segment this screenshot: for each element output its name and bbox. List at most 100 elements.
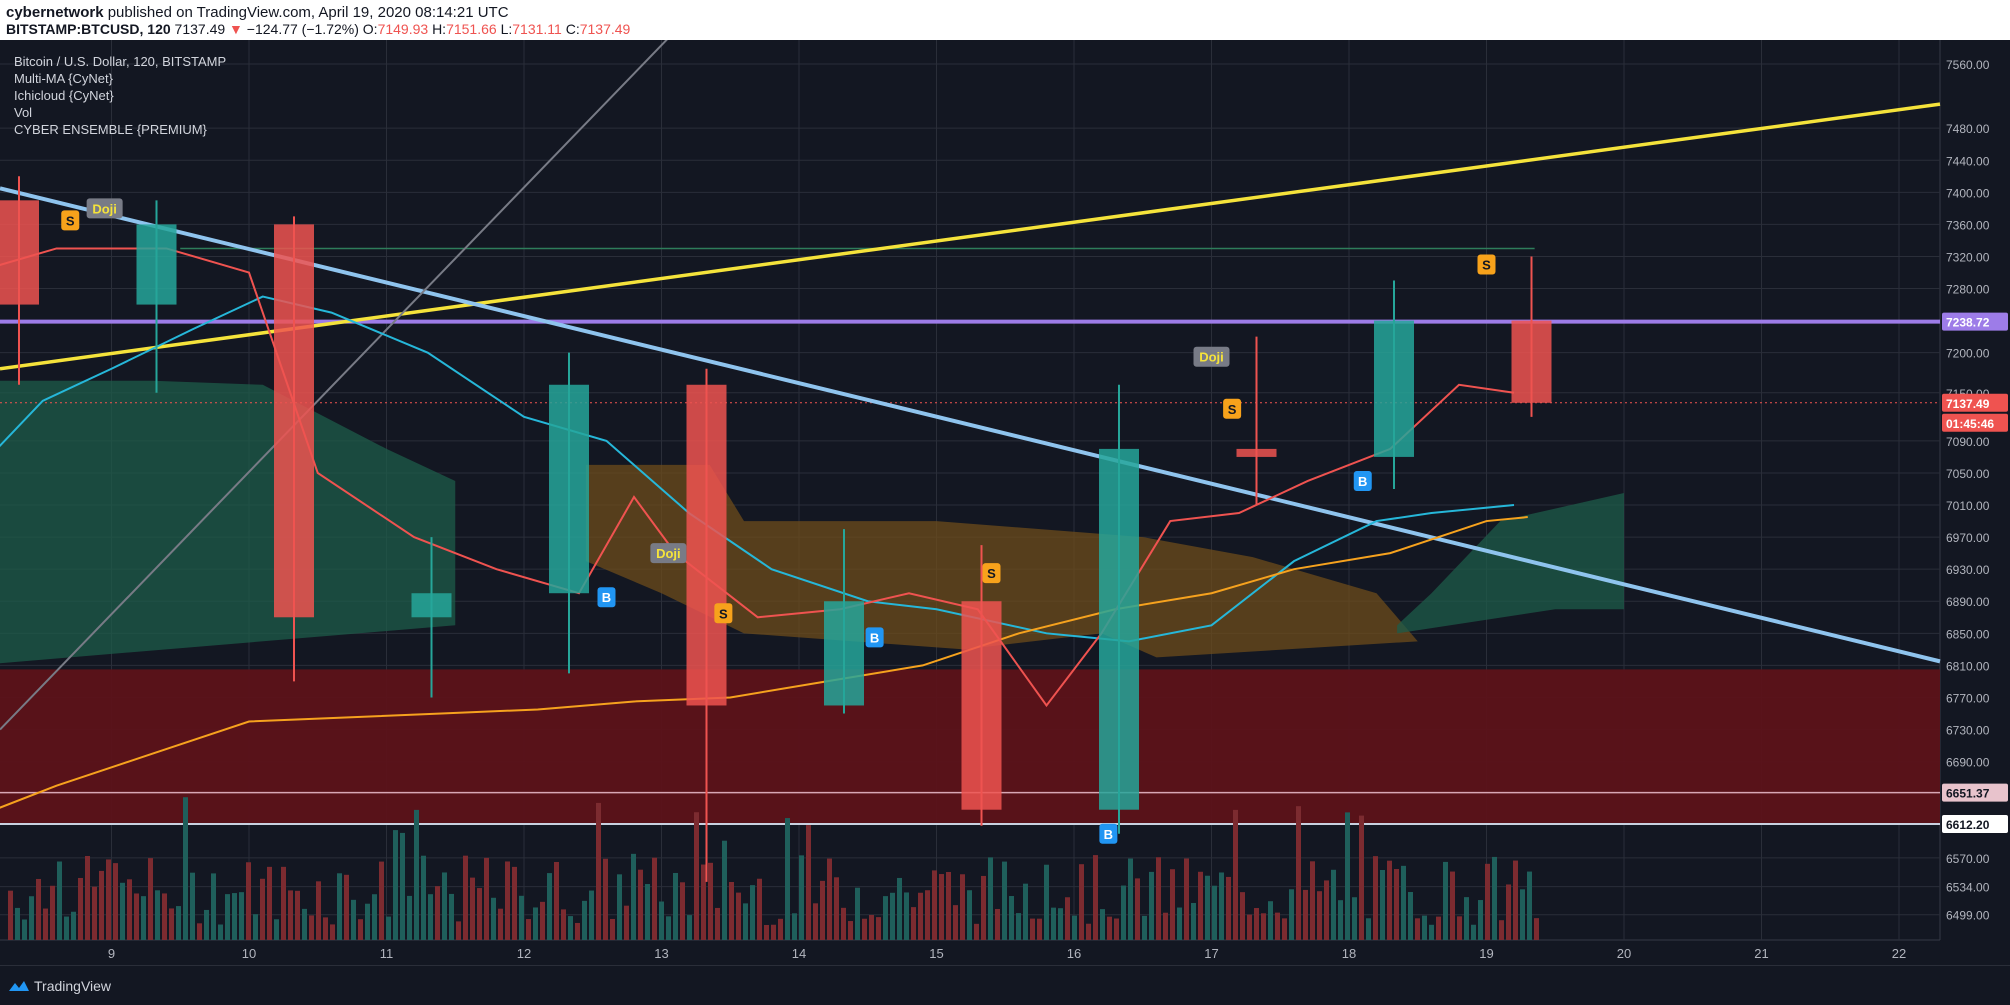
volume-bar [750,885,755,940]
time-tick-label: 13 [654,946,668,961]
signal-badge [1223,398,1242,419]
volume-bar [575,922,580,940]
volume-bar [1443,861,1448,940]
volume-bar [57,861,62,940]
volume-bar [400,832,405,940]
volume-bar [197,923,202,940]
signal-label: S [1228,402,1237,417]
signal-badge [865,627,884,648]
volume-bar [890,892,895,940]
volume-bar [253,914,258,940]
volume-bar [1240,892,1245,940]
low-label: L: [500,21,513,37]
signal-label: S [719,606,728,621]
signal-badge [1193,346,1230,367]
price-label-box [1942,814,2008,833]
open-value: 7149.93 [377,21,429,37]
price-tick-label: 7400.00 [1946,186,1990,200]
volume-bar [302,908,307,940]
volume-bar [792,913,797,940]
low-value: 7131.11 [512,21,562,37]
time-tick-label: 21 [1754,946,1768,961]
volume-bar [904,892,909,940]
volume-bar [246,862,251,940]
price-tick-label: 7050.00 [1946,467,1990,481]
legend-item-vol[interactable]: Vol [14,105,33,120]
volume-bar [862,918,867,940]
price-tick-label: 7280.00 [1946,283,1990,297]
volume-bar [1506,884,1511,940]
tradingview-logo-icon[interactable] [8,979,30,993]
price-axis-panel [1940,40,2010,965]
candle-body [961,601,1002,810]
volume-bar [1121,885,1126,940]
volume-bar [1394,869,1399,940]
volume-bar [1373,856,1378,940]
volume-bar [757,878,762,940]
volume-bar [1429,924,1434,940]
volume-bar [883,896,888,940]
legend-item-multi-ma[interactable]: Multi-MA {CyNet} [14,71,113,86]
open-label: O: [362,21,378,37]
volume-bar [64,916,69,940]
volume-bar [148,858,153,940]
volume-bar [1359,815,1364,940]
volume-bar [1058,908,1063,940]
volume-bar [288,890,293,940]
down-arrow-icon: ▼ [229,21,243,37]
volume-bar [932,870,937,940]
price-tick-label: 7200.00 [1946,347,1990,361]
volume-bar [323,917,328,940]
volume-bar [771,924,776,940]
volume-bar [603,858,608,940]
price-tick-label: 7010.00 [1946,499,1990,513]
price-chart[interactable]: Doji S B Doji S B S B Doji S B S 7560.00 7480.00 7440… [0,40,2010,965]
publish-info: cybernetwork published on TradingView.co… [6,4,509,21]
price-tick-label: 6810.00 [1946,659,1990,673]
price-label-text: 6651.37 [1946,787,1990,801]
volume-bar [442,872,447,940]
price-tick-label: 7360.00 [1946,218,1990,232]
time-tick-label: 9 [108,946,115,961]
time-tick-label: 15 [929,946,943,961]
volume-bar [1464,897,1469,940]
volume-bar [1317,891,1322,940]
volume-bar [701,864,706,940]
price-tick-label: 6499.00 [1946,909,1990,923]
volume-bar [1009,896,1014,940]
volume-bar [386,916,391,940]
legend-item-ichicloud[interactable]: Ichicloud {CyNet} [14,88,114,103]
close-value: 7137.49 [579,21,631,37]
signal-label: S [66,213,75,228]
signal-label: Doji [92,201,117,216]
volume-bar [540,901,545,940]
volume-bar [1275,912,1280,940]
signal-badge [982,563,1001,584]
volume-bar [582,900,587,940]
volume-bar [127,879,132,940]
volume-bar [589,890,594,940]
volume-bar [274,919,279,940]
volume-bar [1051,907,1056,940]
author-name[interactable]: cybernetwork [6,4,104,21]
volume-bar [491,897,496,940]
volume-bar [239,892,244,940]
legend-item-cyber-ensemble[interactable]: CYBER ENSEMBLE {PREMIUM} [14,122,207,137]
volume-bar [372,894,377,940]
volume-bar [379,861,384,940]
volume-bar [813,903,818,940]
volume-bar [92,886,97,940]
volume-bar [1261,913,1266,940]
volume-bar [1422,915,1427,940]
volume-bar [1457,916,1462,940]
volume-bar [1065,897,1070,940]
volume-bar [652,857,657,940]
volume-bar [666,916,671,940]
volume-bar [29,896,34,940]
candle-body [0,200,39,305]
volume-bar [736,892,741,940]
volume-bar [78,877,83,940]
volume-bar [1016,913,1021,940]
tradingview-brand[interactable]: TradingView [34,978,112,994]
volume-bar [1415,918,1420,940]
